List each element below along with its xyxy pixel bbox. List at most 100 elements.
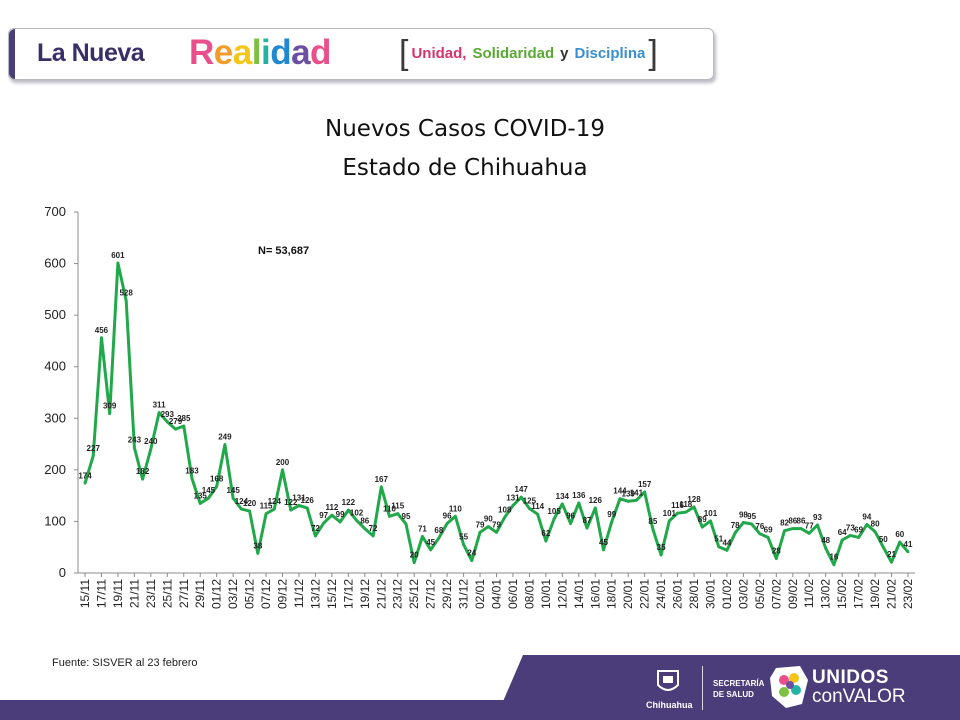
data-label: 134 (556, 492, 570, 501)
data-label: 101 (663, 509, 677, 518)
data-label: 77 (805, 521, 814, 530)
data-point (91, 454, 95, 458)
data-label: 293 (161, 410, 175, 419)
data-point (174, 427, 177, 431)
x-tick-label: 07/02 (769, 579, 783, 609)
data-point (141, 477, 145, 481)
x-tick-label: 23/11 (144, 579, 158, 608)
data-label: 41 (904, 540, 913, 549)
x-tick-label: 24/01 (654, 579, 668, 609)
data-label: 62 (541, 529, 550, 538)
y-tick-label: 700 (44, 204, 66, 219)
data-point (635, 498, 638, 502)
data-label: 35 (657, 543, 666, 552)
data-point (890, 560, 893, 564)
x-tick-label: 17/11 (94, 579, 108, 608)
x-tick-label: 09/02 (786, 579, 800, 609)
x-tick-label: 13/02 (819, 579, 833, 609)
data-point (791, 527, 795, 531)
x-tick-label: 15/11 (78, 579, 92, 608)
data-label: 28 (772, 547, 781, 556)
data-label: 60 (895, 530, 904, 539)
data-label: 50 (879, 535, 888, 544)
data-label: 183 (185, 467, 199, 476)
bracket-close-icon: ] (648, 34, 658, 72)
x-tick-label: 09/12 (276, 579, 290, 609)
data-point (560, 502, 564, 506)
data-label: 110 (449, 504, 462, 513)
x-tick-label: 17/02 (852, 579, 866, 609)
data-label: 118 (679, 500, 692, 509)
data-point (322, 521, 326, 525)
data-point (881, 545, 885, 549)
data-label: 82 (780, 519, 789, 528)
data-point (355, 518, 358, 522)
data-point (396, 512, 400, 516)
data-point (816, 523, 819, 527)
data-label: 110 (383, 504, 396, 513)
footer-bar (0, 700, 960, 720)
x-tick-label: 18/01 (605, 579, 619, 609)
data-point (602, 548, 605, 552)
data-label: 80 (871, 520, 880, 529)
x-tick-label: 11/12 (292, 579, 306, 608)
data-point (585, 526, 589, 530)
data-point (157, 411, 161, 415)
data-label: 227 (87, 444, 101, 453)
total-annotation: N= 53,687 (258, 245, 309, 257)
data-point (898, 540, 902, 544)
data-label: 45 (426, 538, 435, 547)
data-point (709, 519, 712, 523)
x-tick-label: 19/11 (111, 579, 125, 608)
data-point (281, 468, 284, 472)
x-tick-label: 04/01 (490, 579, 504, 609)
data-point (338, 520, 342, 524)
data-point (305, 506, 309, 510)
data-label: 174 (78, 471, 92, 480)
data-point (742, 521, 745, 524)
data-label: 51 (714, 535, 723, 544)
data-point (478, 530, 482, 534)
data-label: 76 (755, 522, 764, 531)
brand-letter: i (260, 33, 271, 72)
data-label: 97 (319, 511, 328, 520)
data-label: 21 (887, 550, 896, 559)
data-point (165, 420, 169, 424)
data-point (371, 534, 375, 538)
data-label: 145 (202, 486, 216, 495)
data-point (256, 552, 260, 555)
x-tick-label: 10/01 (539, 579, 553, 609)
data-label: 249 (218, 433, 232, 442)
data-point (544, 539, 548, 543)
x-tick-label: 30/01 (703, 579, 717, 609)
chart-title-line1: Nuevos Casos COVID-19 (325, 116, 605, 142)
data-point (330, 513, 334, 517)
x-tick-label: 28/01 (687, 579, 701, 609)
x-tick-label: 21/12 (374, 579, 388, 609)
data-point (100, 336, 103, 340)
y-tick-label: 500 (44, 307, 66, 322)
data-point (758, 532, 762, 536)
brand-letter: e (213, 33, 233, 72)
data-label: 601 (111, 251, 125, 260)
footer-divider (702, 666, 703, 710)
campaign-line1: UNIDOS (812, 667, 889, 688)
motto-word: Disciplina (574, 44, 646, 62)
data-label: 102 (350, 508, 364, 517)
data-label: 20 (410, 551, 419, 560)
data-label: 94 (862, 513, 871, 522)
source-note: Fuente: SISVER al 23 febrero (52, 657, 198, 669)
data-label: 126 (589, 496, 603, 505)
x-tick-label: 23/12 (391, 579, 405, 609)
data-label: 115 (391, 502, 404, 511)
data-point (239, 507, 243, 511)
data-label: 122 (284, 498, 298, 507)
data-point (593, 506, 597, 510)
data-label: 128 (687, 495, 701, 504)
data-label: 309 (103, 402, 117, 411)
data-point (346, 508, 350, 512)
x-tick-label: 29/11 (193, 579, 207, 608)
data-point (264, 512, 268, 516)
x-tick-label: 06/01 (506, 579, 520, 609)
